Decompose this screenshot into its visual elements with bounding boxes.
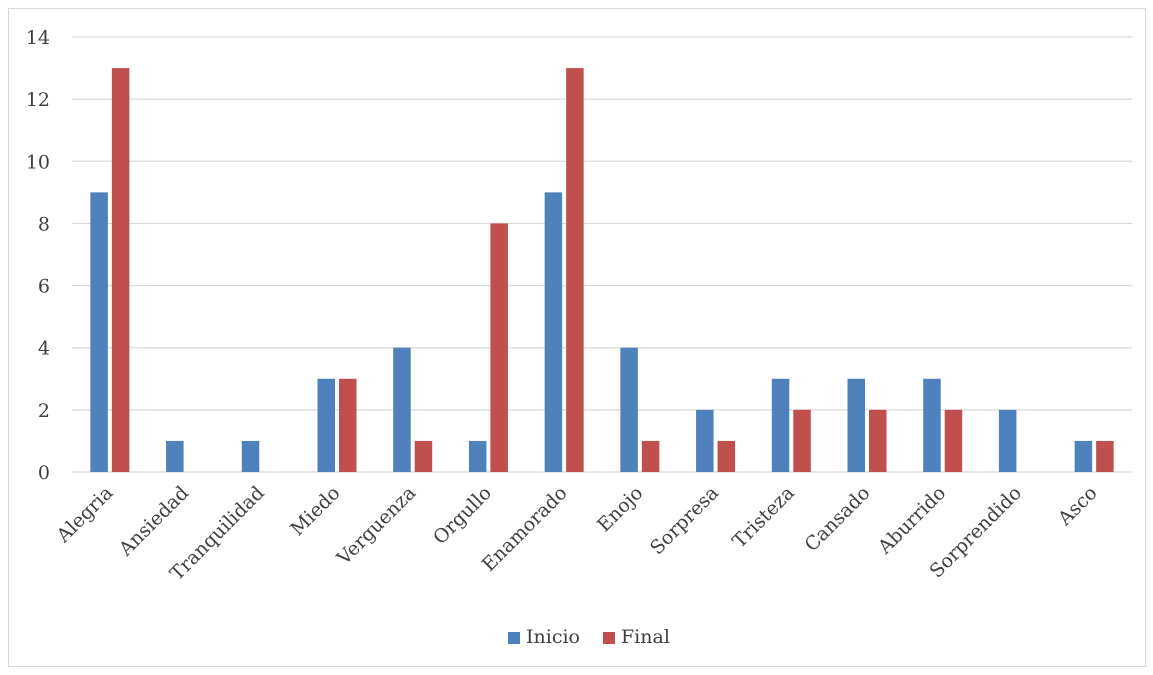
bar-final <box>793 409 811 472</box>
bar-inicio <box>998 409 1017 472</box>
y-tick-label: 12 <box>26 89 50 111</box>
x-tick-label: Tristeza <box>728 482 799 553</box>
y-tick-label: 0 <box>38 462 50 484</box>
x-tick-label: Orgullo <box>429 482 496 549</box>
y-tick-label: 2 <box>38 400 50 422</box>
bar-inicio <box>468 440 487 472</box>
legend: Inicio Final <box>508 626 670 648</box>
bar-final <box>717 440 736 472</box>
bar-final <box>339 378 357 472</box>
bar-final <box>869 409 887 472</box>
y-axis-ticks: 0 2 4 6 8 10 12 14 <box>26 27 50 484</box>
x-tick-label: Miedo <box>286 482 344 540</box>
bar-inicio <box>90 192 108 472</box>
bar-inicio <box>241 440 260 472</box>
x-tick-label: Enojo <box>593 482 647 536</box>
x-tick-label: Alegria <box>52 482 118 548</box>
gridlines <box>72 36 1132 473</box>
x-tick-label: Cansado <box>800 482 874 556</box>
bar-final <box>641 440 660 472</box>
bar-inicio <box>317 378 335 472</box>
bar-final <box>566 68 584 473</box>
x-tick-label: Sorpresa <box>646 482 723 559</box>
bar-inicio <box>393 347 411 472</box>
x-tick-label: Asco <box>1053 482 1101 530</box>
legend-swatch-final <box>603 632 615 644</box>
bar-inicio <box>696 409 714 472</box>
legend-label-inicio: Inicio <box>526 626 580 648</box>
bar-inicio <box>1074 440 1093 472</box>
bar-inicio <box>544 192 563 472</box>
bar-inicio <box>166 440 184 472</box>
legend-label-final: Final <box>621 626 670 648</box>
x-tick-label: Ansiedad <box>114 482 193 561</box>
y-tick-label: 4 <box>38 338 50 360</box>
bar-inicio <box>620 347 638 472</box>
bar-inicio <box>771 378 790 472</box>
bar-inicio <box>847 378 865 472</box>
bars <box>90 68 1114 473</box>
y-tick-label: 8 <box>38 213 50 235</box>
bar-final <box>414 440 433 472</box>
x-tick-label: Aburrido <box>873 482 950 559</box>
bar-final <box>1096 440 1114 472</box>
bar-inicio <box>923 378 941 472</box>
y-tick-label: 6 <box>38 276 50 298</box>
legend-swatch-inicio <box>508 632 520 644</box>
y-tick-label: 10 <box>26 151 50 173</box>
bar-final <box>944 409 963 472</box>
bar-final <box>111 68 130 473</box>
y-tick-label: 14 <box>26 27 50 49</box>
bar-final <box>490 223 508 472</box>
x-tick-label: Verguenza <box>332 482 420 570</box>
